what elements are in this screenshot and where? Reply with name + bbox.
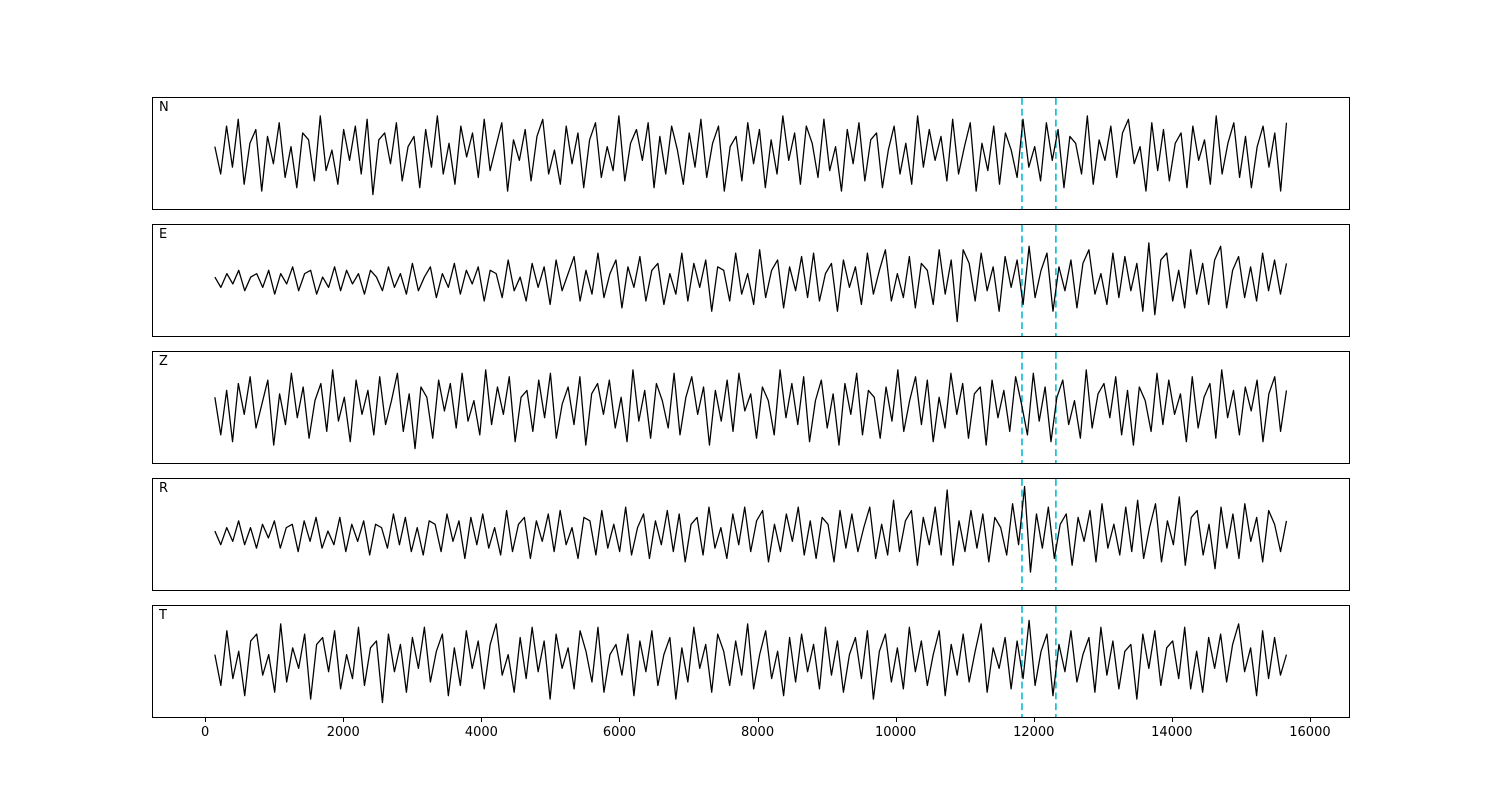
trace-waveform (214, 225, 1288, 336)
trace-label: Z (159, 354, 168, 369)
x-tick (481, 718, 483, 722)
x-tick (343, 718, 345, 722)
waveform-line (214, 485, 1288, 573)
trace-label: R (159, 481, 169, 496)
trace-panel-E: E (152, 224, 1350, 337)
trace-panel-Z: Z (152, 351, 1350, 464)
x-tick-label: 10000 (874, 725, 917, 740)
x-tick (1171, 718, 1173, 722)
trace-waveform (214, 98, 1288, 209)
x-tick-label: 0 (201, 725, 210, 740)
x-tick (619, 718, 621, 722)
x-tick (205, 718, 207, 722)
trace-label: E (159, 227, 168, 242)
trace-label: N (159, 100, 169, 115)
x-tick-label: 8000 (741, 725, 775, 740)
trace-waveform (214, 352, 1288, 463)
trace-waveform (214, 479, 1288, 590)
trace-panel-R: R (152, 478, 1350, 591)
trace-panel-N: N (152, 97, 1350, 210)
x-tick-label: 2000 (326, 725, 360, 740)
trace-waveform (214, 606, 1288, 717)
x-tick (757, 718, 759, 722)
waveform-line (214, 369, 1288, 450)
waveform-line (214, 242, 1288, 323)
trace-panel-T: T (152, 605, 1350, 718)
x-tick-label: 4000 (464, 725, 498, 740)
x-tick-label: 12000 (1013, 725, 1055, 740)
x-tick (895, 718, 897, 722)
waveform-line (214, 619, 1288, 704)
x-tick-label: 6000 (602, 725, 636, 740)
trace-label: T (159, 608, 167, 623)
waveform-line (214, 115, 1288, 196)
x-tick (1309, 718, 1311, 722)
x-tick-label: 16000 (1289, 725, 1331, 740)
x-tick (1033, 718, 1035, 722)
x-tick-label: 14000 (1151, 725, 1193, 740)
